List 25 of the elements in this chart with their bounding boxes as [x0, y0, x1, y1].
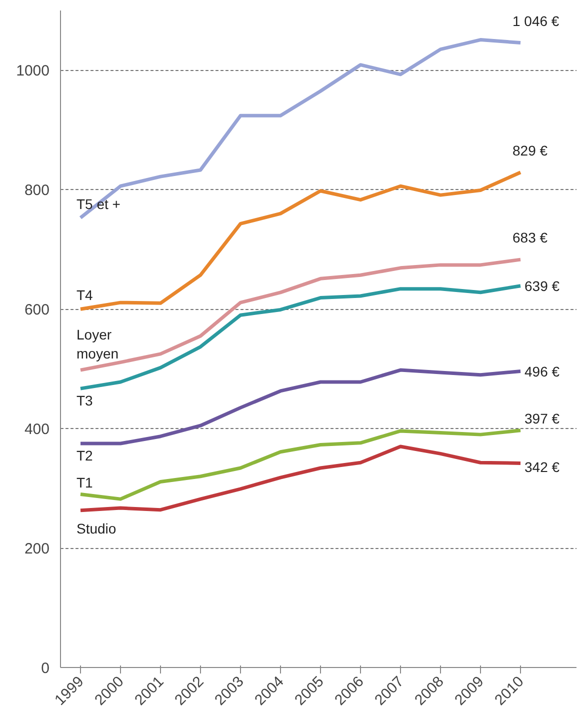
series-label: T4	[76, 287, 94, 304]
y-tick-label: 1000	[16, 62, 50, 80]
series-label: Loyer moyen	[76, 326, 119, 362]
data-label: 342 €	[524, 459, 560, 476]
data-label: 496 €	[524, 363, 560, 380]
line-series	[78, 284, 522, 390]
data-label: 683 €	[512, 230, 548, 246]
y-tick-label: 400	[24, 421, 50, 438]
series-label: T5 et +	[76, 196, 120, 212]
y-tick-label: 800	[24, 182, 50, 200]
series-label: T1	[76, 474, 94, 490]
line-series	[78, 258, 522, 372]
y-tick-label: 600	[24, 302, 50, 319]
line-series	[78, 444, 522, 512]
data-label: 1 046 €	[512, 12, 560, 29]
data-label: 639 €	[524, 278, 560, 294]
y-tick-label: 200	[24, 540, 50, 558]
line-series	[78, 428, 522, 501]
y-tick-label: 0	[41, 660, 50, 677]
series-label: T2	[76, 448, 94, 464]
data-label: 397 €	[524, 410, 560, 426]
data-label: 829 €	[512, 142, 548, 158]
series-label: T3	[76, 392, 94, 409]
series-label: Studio	[76, 520, 116, 536]
line-series	[78, 368, 522, 446]
